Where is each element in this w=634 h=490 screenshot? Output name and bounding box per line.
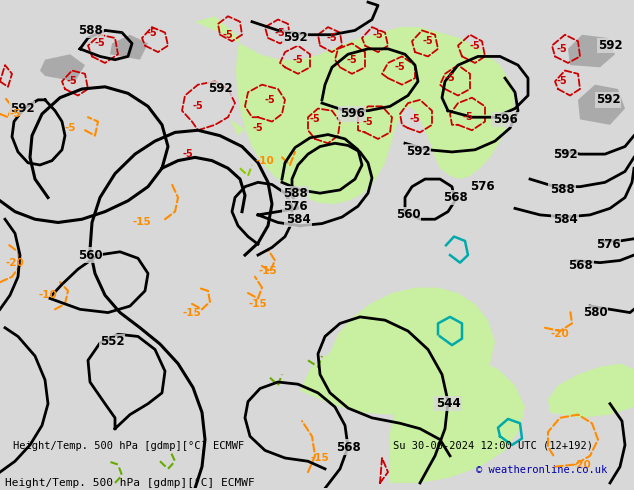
- Text: -15: -15: [249, 299, 268, 309]
- Text: 592: 592: [553, 147, 578, 161]
- Text: -5: -5: [394, 62, 405, 73]
- Text: -10: -10: [39, 290, 57, 300]
- Text: -5: -5: [363, 117, 373, 126]
- Text: -5: -5: [264, 95, 275, 105]
- Text: 576: 576: [470, 180, 495, 193]
- Text: 592: 592: [208, 82, 232, 96]
- PathPatch shape: [548, 364, 634, 418]
- Text: 588: 588: [77, 24, 102, 37]
- Text: -5: -5: [557, 44, 567, 54]
- Text: 592: 592: [598, 39, 623, 52]
- Text: -5: -5: [223, 30, 233, 40]
- Text: -5: -5: [373, 30, 384, 40]
- Text: 576: 576: [596, 238, 620, 251]
- Text: -5: -5: [557, 76, 567, 86]
- Text: 592: 592: [10, 102, 34, 115]
- PathPatch shape: [40, 54, 85, 81]
- Text: -5: -5: [146, 27, 157, 38]
- Text: -5: -5: [444, 73, 455, 83]
- Text: -15: -15: [259, 267, 278, 276]
- Text: -10: -10: [256, 156, 275, 166]
- Text: -5: -5: [327, 33, 337, 43]
- Text: 568: 568: [443, 191, 467, 204]
- Text: 584: 584: [553, 213, 578, 226]
- PathPatch shape: [568, 35, 615, 67]
- Text: 592: 592: [406, 146, 430, 158]
- Text: -5: -5: [309, 114, 320, 124]
- Text: -5: -5: [10, 109, 21, 119]
- Text: 552: 552: [100, 335, 124, 348]
- Text: 596: 596: [493, 113, 517, 126]
- Text: -20: -20: [6, 258, 24, 268]
- PathPatch shape: [230, 89, 378, 160]
- Text: -5: -5: [193, 101, 204, 111]
- Text: -15: -15: [133, 218, 152, 227]
- Text: -15: -15: [183, 308, 202, 318]
- Text: 560: 560: [396, 208, 420, 221]
- PathPatch shape: [110, 35, 148, 60]
- Text: Su 30-06-2024 12:00 UTC (12+192): Su 30-06-2024 12:00 UTC (12+192): [393, 441, 593, 451]
- Text: Height/Temp. 500 hPa [gdmp][°C] ECMWF: Height/Temp. 500 hPa [gdmp][°C] ECMWF: [5, 478, 255, 488]
- Text: 584: 584: [286, 213, 311, 226]
- Text: -15: -15: [311, 453, 330, 463]
- Text: -5: -5: [94, 38, 105, 49]
- PathPatch shape: [390, 358, 525, 483]
- Text: 592: 592: [283, 31, 307, 45]
- Text: 544: 544: [436, 397, 460, 410]
- Text: -5: -5: [252, 123, 263, 133]
- Text: -5: -5: [410, 114, 420, 124]
- Text: -5: -5: [463, 112, 474, 122]
- Text: -5: -5: [275, 27, 285, 38]
- PathPatch shape: [195, 16, 515, 204]
- Text: 592: 592: [596, 94, 620, 106]
- Text: -5: -5: [183, 149, 193, 159]
- Text: © weatheronline.co.uk: © weatheronline.co.uk: [476, 466, 607, 475]
- Text: 568: 568: [335, 441, 360, 454]
- Text: -5: -5: [67, 76, 77, 86]
- Text: 568: 568: [567, 259, 592, 272]
- PathPatch shape: [578, 85, 625, 125]
- Text: 576: 576: [283, 200, 307, 213]
- Text: 588: 588: [550, 183, 574, 196]
- Text: 580: 580: [583, 306, 607, 319]
- Text: Height/Temp. 500 hPa [gdmp][°C] ECMWF: Height/Temp. 500 hPa [gdmp][°C] ECMWF: [13, 441, 244, 451]
- Text: -5: -5: [347, 55, 358, 65]
- Text: -5: -5: [64, 123, 75, 133]
- Text: 560: 560: [78, 248, 102, 262]
- Text: -5: -5: [423, 36, 434, 46]
- Text: 596: 596: [340, 107, 365, 121]
- Text: 588: 588: [283, 187, 307, 200]
- Text: -20: -20: [573, 460, 592, 469]
- Text: -5: -5: [470, 41, 481, 50]
- Text: -5: -5: [293, 55, 304, 65]
- PathPatch shape: [300, 288, 495, 415]
- Text: -20: -20: [550, 329, 569, 339]
